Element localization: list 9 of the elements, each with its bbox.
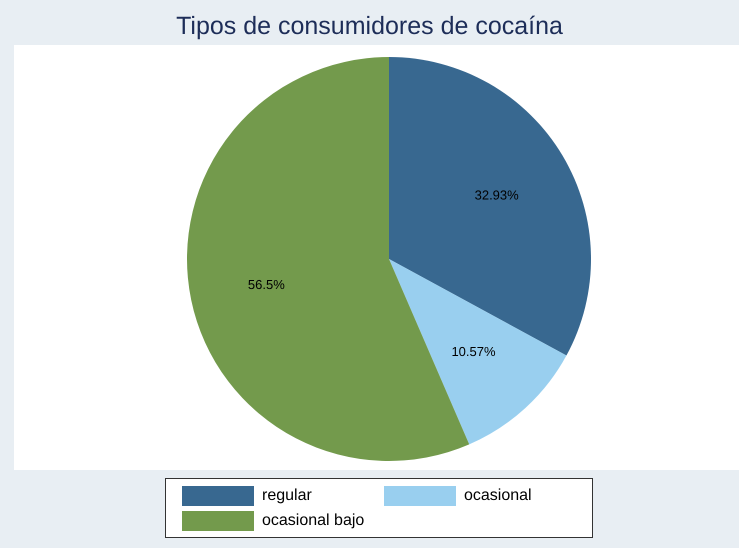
data-label: 10.57%: [451, 344, 496, 359]
pie-slice: [389, 259, 566, 444]
data-label: 32.93%: [474, 188, 520, 203]
data-label: 56.5%: [248, 276, 286, 292]
legend-label: ocasional: [464, 486, 532, 504]
chart-title: Tipos de consumidores de cocaína: [175, 12, 564, 41]
pie-slice: [389, 57, 591, 356]
legend-label: ocasional bajo: [262, 512, 364, 530]
legend-label: regular: [262, 486, 312, 504]
